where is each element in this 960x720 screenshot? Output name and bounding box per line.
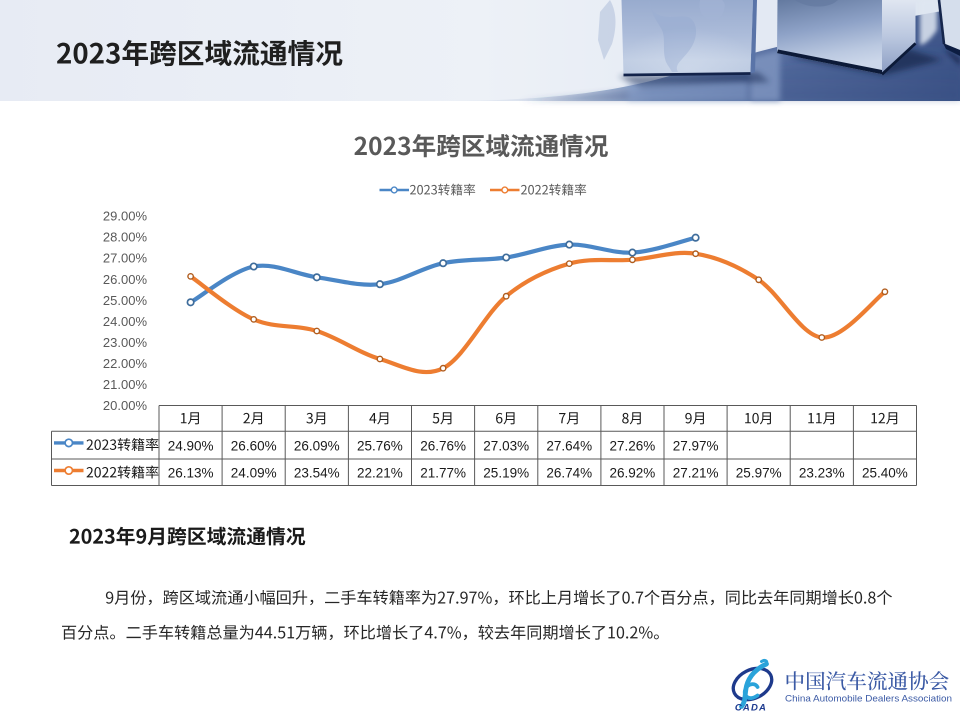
svg-text:23.23%: 23.23% — [799, 466, 845, 481]
svg-text:26.74%: 26.74% — [546, 466, 592, 481]
svg-text:27.00%: 27.00% — [103, 251, 148, 266]
svg-text:23.54%: 23.54% — [294, 466, 340, 481]
svg-text:21.77%: 21.77% — [420, 466, 466, 481]
svg-text:20.00%: 20.00% — [103, 398, 148, 413]
svg-text:25.19%: 25.19% — [483, 466, 529, 481]
svg-text:27.97%: 27.97% — [673, 438, 719, 453]
svg-text:22.21%: 22.21% — [357, 466, 403, 481]
svg-text:25.40%: 25.40% — [862, 466, 908, 481]
svg-text:24.09%: 24.09% — [231, 466, 277, 481]
svg-text:27.26%: 27.26% — [610, 438, 656, 453]
svg-text:29.00%: 29.00% — [103, 209, 148, 224]
svg-text:25.00%: 25.00% — [103, 293, 148, 308]
svg-text:China Automobile Dealers Assoc: China Automobile Dealers Association — [785, 693, 952, 703]
svg-text:28.00%: 28.00% — [103, 230, 148, 245]
svg-text:25.97%: 25.97% — [736, 466, 782, 481]
svg-text:26.09%: 26.09% — [294, 438, 340, 453]
svg-text:27.03%: 27.03% — [483, 438, 529, 453]
svg-text:26.13%: 26.13% — [168, 466, 214, 481]
svg-text:26.60%: 26.60% — [231, 438, 277, 453]
svg-text:26.92%: 26.92% — [610, 466, 656, 481]
svg-text:24.00%: 24.00% — [103, 314, 148, 329]
svg-text:24.90%: 24.90% — [168, 438, 214, 453]
svg-text:26.76%: 26.76% — [420, 438, 466, 453]
svg-text:23.00%: 23.00% — [103, 335, 148, 350]
svg-text:CADA: CADA — [735, 703, 767, 714]
svg-text:22.00%: 22.00% — [103, 356, 148, 371]
svg-text:21.00%: 21.00% — [103, 377, 148, 392]
svg-text:27.21%: 27.21% — [673, 466, 719, 481]
svg-text:26.00%: 26.00% — [103, 272, 148, 287]
svg-text:25.76%: 25.76% — [357, 438, 403, 453]
svg-text:27.64%: 27.64% — [546, 438, 592, 453]
